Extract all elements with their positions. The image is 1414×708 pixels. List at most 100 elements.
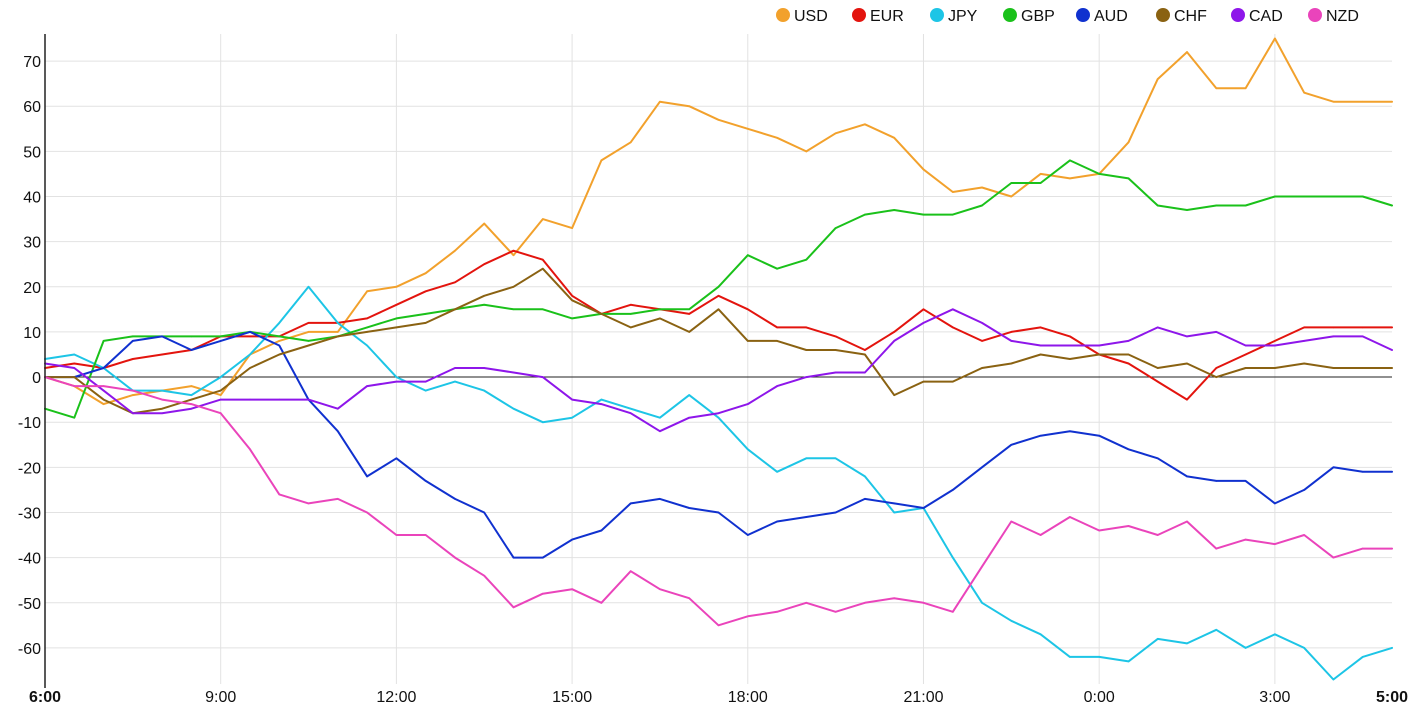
legend-item-gbp[interactable]: GBP (1003, 8, 1055, 25)
y-tick-label: -20 (18, 460, 41, 477)
legend-item-chf[interactable]: CHF (1156, 8, 1207, 25)
data-point-jpy (1010, 620, 1013, 622)
legend-item-eur[interactable]: EUR (852, 8, 904, 25)
data-point-jpy (542, 421, 544, 424)
legend-label-gbp: GBP (1021, 8, 1055, 25)
data-point-nzd (1274, 543, 1276, 545)
legend-item-cad[interactable]: CAD (1231, 8, 1283, 25)
data-point-chf (73, 376, 76, 378)
data-point-gbp (102, 340, 105, 342)
data-point-gbp (1069, 159, 1071, 162)
data-point-chf (776, 340, 778, 342)
data-point-usd (1186, 51, 1188, 53)
data-point-eur (1010, 331, 1013, 333)
y-tick-label: 10 (23, 325, 41, 342)
data-point-gbp (571, 317, 573, 320)
legend-swatch-cad (1231, 8, 1245, 22)
data-point-eur (805, 326, 808, 329)
data-point-usd (1156, 78, 1159, 80)
data-point-eur (893, 331, 895, 333)
data-point-nzd (776, 611, 778, 613)
data-point-usd (1010, 195, 1013, 198)
x-tick-label: 21:00 (903, 689, 943, 706)
data-point-usd (688, 105, 690, 107)
data-point-nzd (249, 448, 251, 451)
legend-swatch-aud (1076, 8, 1090, 22)
x-tick-label: 9:00 (205, 689, 236, 706)
data-point-nzd (366, 511, 368, 514)
data-point-usd (1039, 173, 1042, 175)
data-point-jpy (834, 457, 837, 460)
data-point-usd (307, 331, 310, 333)
data-point-jpy (864, 475, 866, 478)
data-point-nzd (454, 556, 456, 559)
data-point-cad (395, 380, 398, 383)
data-point-cad (512, 371, 515, 374)
legend-swatch-gbp (1003, 8, 1017, 22)
data-point-chf (747, 340, 749, 342)
data-point-gbp (1332, 195, 1335, 198)
data-point-chf (483, 295, 486, 297)
data-point-chf (1010, 362, 1013, 365)
legend-label-aud: AUD (1094, 8, 1128, 25)
data-point-chf (1156, 367, 1159, 369)
data-point-gbp (1274, 195, 1276, 198)
y-tick-label: 30 (23, 235, 41, 252)
series-line-gbp (44, 159, 1393, 419)
data-point-aud (629, 502, 632, 505)
data-point-eur (1127, 362, 1130, 365)
data-point-jpy (161, 389, 163, 392)
data-point-jpy (1244, 647, 1247, 649)
legend-label-jpy: JPY (948, 8, 978, 25)
data-point-gbp (278, 335, 281, 338)
data-point-cad (629, 412, 632, 415)
data-point-chf (1274, 367, 1276, 369)
series-gbp (44, 159, 1393, 419)
legend-item-nzd[interactable]: NZD (1308, 8, 1359, 25)
x-tick-label: 15:00 (552, 689, 592, 706)
data-point-usd (659, 100, 661, 103)
data-point-gbp (805, 258, 808, 261)
data-point-jpy (395, 376, 398, 378)
data-point-nzd (1186, 520, 1188, 523)
data-point-chf (395, 326, 398, 329)
data-point-usd (190, 385, 193, 387)
data-point-nzd (1303, 534, 1305, 536)
data-point-gbp (1186, 209, 1188, 211)
data-point-cad (102, 389, 105, 392)
data-point-aud (922, 507, 925, 509)
data-point-usd (1303, 91, 1305, 94)
data-point-cad (1303, 340, 1305, 342)
data-point-gbp (864, 213, 866, 216)
data-point-eur (161, 353, 163, 356)
data-point-nzd (219, 412, 222, 415)
data-point-chf (1127, 353, 1130, 356)
data-point-eur (629, 304, 632, 306)
data-point-gbp (73, 416, 76, 419)
data-point-usd (1069, 177, 1071, 180)
data-point-usd (219, 394, 222, 396)
data-point-nzd (952, 611, 954, 613)
data-point-cad (1010, 340, 1013, 342)
data-point-jpy (1039, 633, 1042, 636)
legend-item-jpy[interactable]: JPY (930, 8, 978, 25)
data-point-eur (1332, 326, 1335, 329)
data-point-cad (161, 412, 163, 415)
data-point-gbp (922, 213, 925, 216)
data-point-jpy (483, 389, 486, 392)
data-point-usd (102, 403, 105, 405)
data-point-jpy (278, 322, 281, 324)
data-point-usd (483, 222, 486, 225)
legend-item-usd[interactable]: USD (776, 8, 828, 25)
data-point-gbp (1039, 182, 1042, 184)
data-point-nzd (1332, 556, 1335, 559)
data-point-nzd (834, 611, 837, 613)
data-point-cad (1039, 344, 1042, 347)
data-point-chf (571, 299, 573, 302)
legend-swatch-usd (776, 8, 790, 22)
data-point-gbp (1361, 195, 1364, 198)
legend-item-aud[interactable]: AUD (1076, 8, 1128, 25)
data-point-chf (249, 367, 251, 369)
data-point-cad (1244, 344, 1247, 347)
